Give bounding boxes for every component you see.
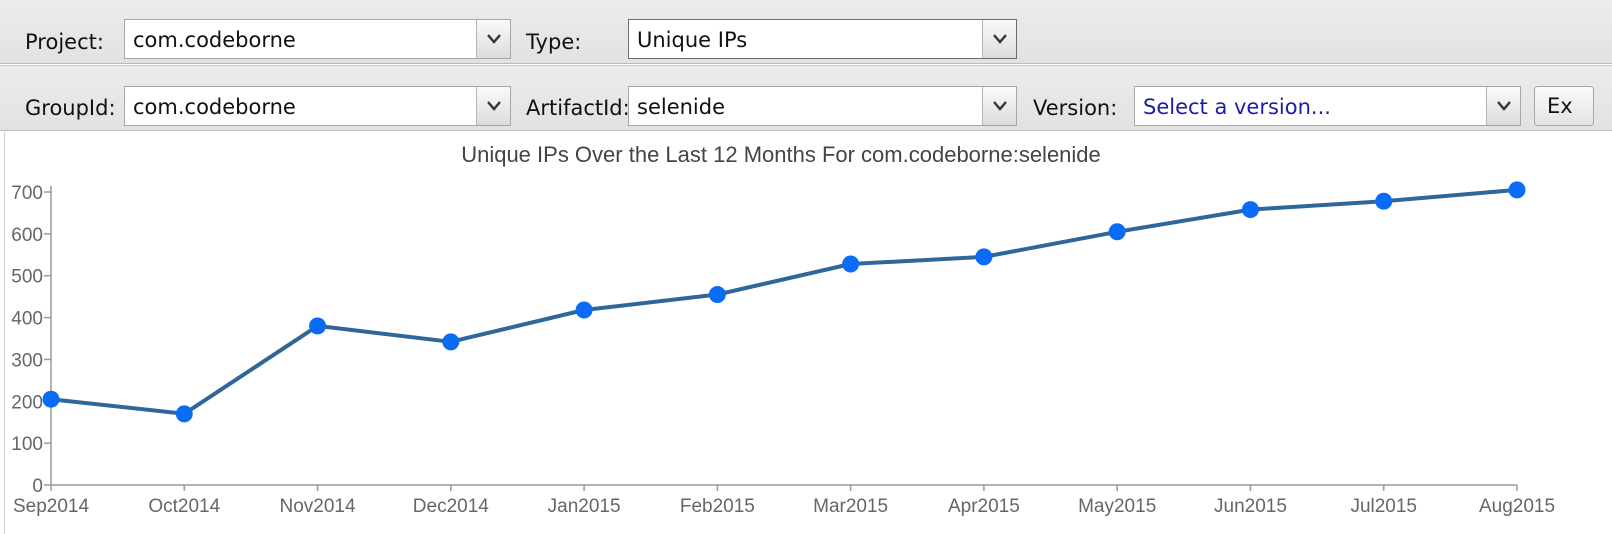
chart-panel: Unique IPs Over the Last 12 Months For c… [4, 132, 1612, 534]
groupid-dropdown-button[interactable] [476, 87, 510, 125]
chart-title: Unique IPs Over the Last 12 Months For c… [461, 142, 1101, 167]
artifactid-select[interactable]: selenide [628, 86, 1017, 126]
data-point-jun2015[interactable] [1241, 201, 1259, 219]
x-tick-label: Sep2014 [13, 496, 90, 517]
chevron-down-icon [993, 101, 1007, 111]
y-axis: 0 100 200 300 400 500 600 700 [11, 183, 1517, 497]
chevron-down-icon [993, 34, 1007, 44]
data-points [42, 181, 1526, 423]
project-label: Project: [25, 30, 104, 54]
y-tick-label: 100 [11, 434, 43, 455]
data-point-nov2014[interactable] [309, 317, 327, 335]
data-point-jan2015[interactable] [575, 301, 593, 319]
unique-ips-chart: Unique IPs Over the Last 12 Months For c… [11, 142, 1555, 517]
y-tick-label: 600 [11, 225, 43, 246]
x-tick-label: Jul2015 [1350, 496, 1417, 517]
x-axis: Sep2014 Oct2014 Nov2014 Dec2014 Jan2015 Feb20… [13, 485, 1555, 517]
y-tick-label: 300 [11, 350, 43, 371]
type-select[interactable]: Unique IPs [628, 19, 1017, 59]
groupid-select-value: com.codeborne [133, 95, 296, 119]
x-tick-label: Nov2014 [280, 496, 356, 517]
type-label: Type: [526, 30, 582, 54]
x-tick-label: Feb2015 [680, 496, 755, 517]
data-point-jul2015[interactable] [1375, 192, 1393, 210]
groupid-label: GroupId: [25, 96, 116, 120]
version-label: Version: [1033, 96, 1118, 120]
data-point-aug2015[interactable] [1508, 181, 1526, 199]
data-point-apr2015[interactable] [975, 248, 993, 266]
data-point-feb2015[interactable] [708, 286, 726, 304]
data-point-mar2015[interactable] [842, 255, 860, 273]
x-tick-label: Jan2015 [548, 496, 621, 517]
x-tick-label: Aug2015 [1479, 496, 1555, 517]
y-tick-label: 500 [11, 267, 43, 288]
data-point-oct2014[interactable] [175, 405, 193, 423]
x-tick-label: Dec2014 [413, 496, 489, 517]
x-tick-label: Jun2015 [1214, 496, 1287, 517]
project-select-value: com.codeborne [133, 28, 296, 52]
y-tick-label: 400 [11, 309, 43, 330]
x-tick-label: Oct2014 [148, 496, 220, 517]
groupid-select[interactable]: com.codeborne [124, 86, 511, 126]
type-dropdown-button[interactable] [982, 20, 1016, 58]
y-tick-label: 0 [32, 476, 43, 497]
project-select[interactable]: com.codeborne [124, 19, 511, 59]
chevron-down-icon [1497, 101, 1511, 111]
data-point-sep2014[interactable] [42, 390, 60, 408]
series-line [50, 187, 1518, 416]
x-tick-label: Mar2015 [813, 496, 888, 517]
artifactid-label: ArtifactId: [526, 96, 630, 120]
y-tick-label: 700 [11, 183, 43, 204]
data-point-may2015[interactable] [1108, 223, 1126, 241]
y-tick-label: 200 [11, 392, 43, 413]
version-dropdown-button[interactable] [1486, 87, 1520, 125]
artifactid-select-value: selenide [637, 95, 726, 119]
artifactid-dropdown-button[interactable] [982, 87, 1016, 125]
chevron-down-icon [487, 101, 501, 111]
project-toolbar: Project: com.codeborne Type: Unique IPs [0, 0, 1612, 64]
x-tick-label: Apr2015 [948, 496, 1020, 517]
x-tick-label: May2015 [1078, 496, 1156, 517]
chevron-down-icon [487, 34, 501, 44]
version-select-placeholder: Select a version... [1143, 95, 1331, 119]
export-button[interactable]: Ex [1534, 86, 1594, 126]
data-point-dec2014[interactable] [442, 333, 460, 351]
artifact-toolbar: GroupId: com.codeborne ArtifactId: selen… [0, 65, 1612, 131]
type-select-value: Unique IPs [637, 28, 748, 52]
project-dropdown-button[interactable] [476, 20, 510, 58]
version-select[interactable]: Select a version... [1134, 86, 1521, 126]
